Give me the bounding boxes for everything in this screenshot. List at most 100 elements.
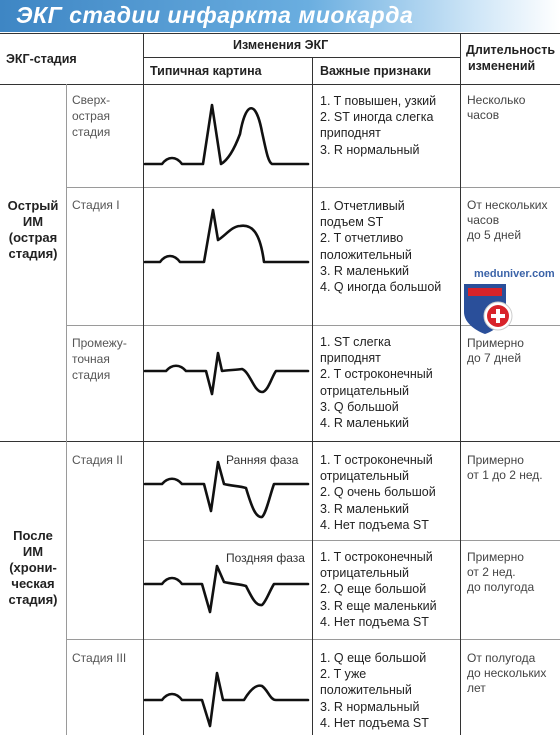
header-signs: Важные признаки [320, 64, 432, 78]
duration-line: лет [467, 681, 486, 695]
sign-line: 3. R маленький [320, 501, 410, 516]
sign-line: 2. Q очень большой [320, 485, 436, 500]
substage-1: Стадия I [72, 197, 120, 213]
duration-line: Примерно [467, 453, 524, 467]
sign-line: 3. R еще маленький [320, 598, 437, 613]
header-duration-line: Длительность [466, 43, 556, 57]
signs-hyperacute: 1. T повышен, узкий 2. ST иногда слегка … [320, 93, 436, 158]
group-chronic-line: После [13, 528, 53, 543]
group-chronic-line: стадия) [8, 592, 58, 607]
grid-line [66, 84, 67, 735]
ecg-wave-stage1 [143, 208, 310, 264]
signs-stage2-late: 1. T остроконечный отрицательный 2. Q ещ… [320, 549, 437, 630]
sign-line: отрицательный [320, 469, 409, 484]
sign-line: положительный [320, 247, 412, 262]
group-chronic: После ИМ (хрони- ческая стадия) [0, 528, 66, 608]
group-acute-line: (острая [8, 230, 58, 245]
sign-line: 2. T отчетливо [320, 231, 404, 246]
header-stage: ЭКГ-стадия [6, 52, 77, 66]
substage-line: острая [72, 109, 111, 123]
duration-line: до полугода [467, 580, 535, 594]
sign-line: подъем ST [320, 215, 384, 230]
watermark-text: meduniver.com [474, 268, 555, 280]
sign-line: положительный [320, 683, 412, 698]
group-chronic-line: ИМ [22, 544, 44, 559]
duration-line: Примерно [467, 336, 524, 350]
sign-line: 1. T повышен, узкий [320, 94, 437, 108]
group-acute-line: Острый [7, 198, 59, 213]
substage-line: точная [72, 352, 110, 366]
ecg-wave-intermediate [143, 351, 310, 396]
sign-line: 3. Q большой [320, 399, 399, 414]
header-changes: Изменения ЭКГ [233, 38, 329, 52]
ecg-wave-stage3 [143, 671, 310, 728]
sign-line: 2. ST иногда слегка [320, 110, 434, 125]
sign-line: 3. R нормальный [320, 142, 420, 157]
header-duration: Длительность изменений [466, 42, 555, 74]
duration-line: Несколько [467, 93, 526, 107]
duration-stage2-late: Примерно от 2 нед. до полугода [467, 550, 534, 595]
header-duration-line: изменений [468, 59, 536, 73]
sign-line: 3. R нормальный [320, 699, 420, 714]
duration-hyperacute: Несколько часов [467, 93, 525, 123]
duration-line: от 1 до 2 нед. [467, 468, 543, 482]
grid-line [312, 57, 313, 735]
group-chronic-line: (хрони- [9, 560, 57, 575]
duration-line: до нескольких [467, 666, 547, 680]
ecg-wave-stage2-early [143, 460, 310, 519]
duration-line: От нескольких [467, 198, 548, 212]
sign-line: 1. Отчетливый [320, 199, 405, 213]
substage-line: Стадия III [72, 651, 127, 665]
grid-line [66, 187, 560, 188]
grid-line [66, 639, 560, 640]
group-chronic-line: ческая [11, 576, 55, 591]
duration-line: часов [467, 213, 500, 227]
sign-line: 4. Q иногда большой [320, 280, 442, 295]
sign-line: 4. Нет подъема ST [320, 614, 429, 629]
grid-line [460, 33, 461, 735]
sign-line: 1. ST слегка [320, 335, 391, 349]
sign-line: 1. T остроконечный [320, 550, 433, 564]
grid-line [0, 441, 560, 442]
substage-2: Стадия II [72, 452, 123, 468]
grid-line [143, 57, 460, 58]
signs-stage2-early: 1. T остроконечный отрицательный 2. Q оч… [320, 452, 436, 533]
phase-early: Ранняя фаза [226, 453, 299, 467]
signs-stage3: 1. Q еще большой 2. T уже положительный … [320, 650, 429, 731]
sign-line: 1. Q еще большой [320, 651, 427, 665]
sign-line: 4. Нет подъема ST [320, 715, 429, 730]
sign-line: 4. R маленький [320, 416, 410, 431]
substage-line: стадия [72, 125, 111, 139]
duration-intermediate: Примерно до 7 дней [467, 336, 524, 366]
duration-stage1: От нескольких часов до 5 дней [467, 198, 547, 243]
sign-line: 2. Q еще большой [320, 582, 427, 597]
duration-line: до 5 дней [467, 228, 522, 242]
substage-3: Стадия III [72, 650, 126, 666]
signs-intermediate: 1. ST слегка приподнят 2. T остроконечны… [320, 334, 433, 431]
grid-line [0, 33, 560, 34]
phase-late: Поздняя фаза [226, 551, 305, 565]
sign-line: 1. T остроконечный [320, 453, 433, 467]
grid-line [66, 325, 560, 326]
group-acute-line: стадия) [8, 246, 58, 261]
duration-line: Примерно [467, 550, 524, 564]
duration-line: От полугода [467, 651, 536, 665]
duration-line: до 7 дней [467, 351, 522, 365]
header-typical: Типичная картина [150, 64, 262, 78]
sign-line: приподнят [320, 351, 381, 366]
grid-line [0, 84, 560, 85]
duration-line: часов [467, 108, 500, 122]
substage-line: Стадия I [72, 198, 120, 212]
sign-line: 3. R маленький [320, 263, 410, 278]
substage-intermediate: Промежу- точная стадия [72, 335, 127, 383]
substage-hyperacute: Сверх- острая стадия [72, 92, 110, 140]
grid-line [143, 540, 560, 541]
duration-line: от 2 нед. [467, 565, 516, 579]
sign-line: приподнят [320, 126, 381, 141]
ecg-wave-stage2-late [143, 564, 310, 614]
group-acute: Острый ИМ (острая стадия) [0, 198, 66, 262]
substage-line: Стадия II [72, 453, 123, 467]
title-bar: ЭКГ стадии инфаркта миокарда [0, 0, 560, 32]
ecg-wave-hyperacute [143, 103, 310, 166]
